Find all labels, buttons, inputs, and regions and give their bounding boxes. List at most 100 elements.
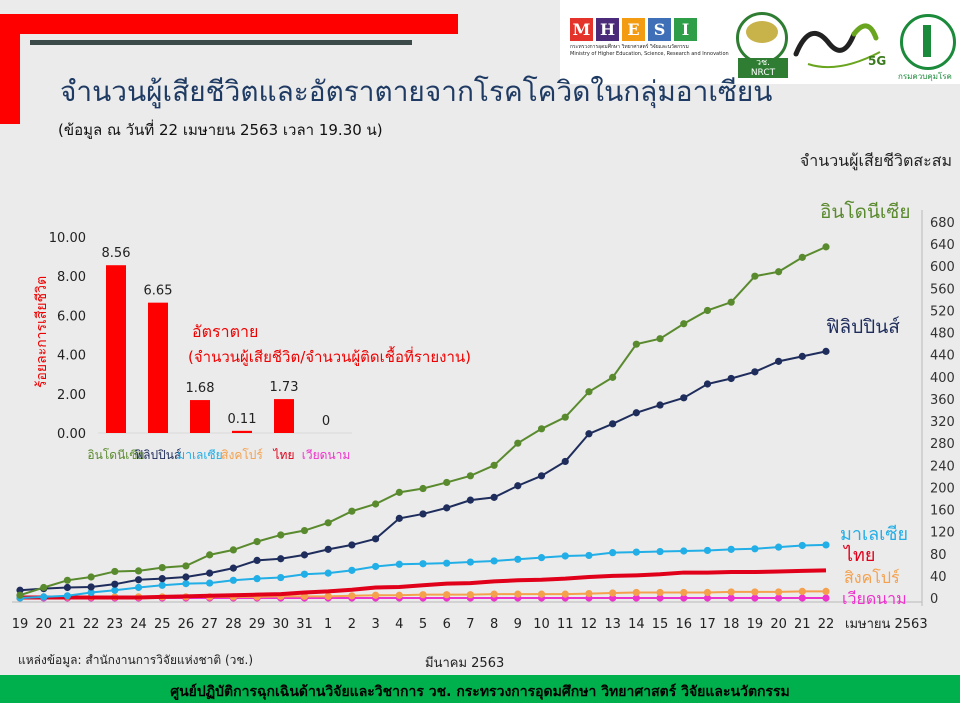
data-point-singapore	[419, 591, 427, 599]
data-point-malaysia	[40, 593, 48, 601]
series-line-indonesia	[19, 245, 827, 597]
data-point-philippines	[16, 586, 24, 594]
line-chart-x-tick-label: 18	[723, 617, 740, 632]
line-chart-x-tick-label: 19	[747, 617, 764, 632]
data-point-indonesia	[680, 320, 688, 328]
page-title: จำนวนผู้เสียชีวิตและอัตราตายจากโรคโควิดใ…	[60, 75, 773, 108]
data-point-singapore	[514, 590, 522, 598]
mhesi-letter-s: S	[648, 18, 671, 41]
line-chart-x-tick-label: 11	[557, 617, 574, 632]
line-chart-y-tick-label: 120	[930, 526, 955, 541]
line-chart-x-tick-label: 10	[533, 617, 550, 632]
data-point-malaysia	[774, 543, 783, 551]
data-point-malaysia	[158, 581, 166, 589]
data-point-philippines	[111, 580, 119, 588]
data-point-indonesia	[703, 306, 712, 315]
line-chart-x-tick-label: 28	[225, 617, 242, 632]
bar-value-label: 0.11	[228, 412, 257, 427]
line-chart-y-tick-label: 80	[930, 548, 947, 563]
line-chart-x-tick-label: 26	[178, 617, 195, 632]
data-point-singapore	[751, 588, 759, 596]
data-point-malaysia	[727, 545, 735, 553]
data-point-malaysia	[490, 557, 498, 565]
data-point-indonesia	[63, 576, 72, 584]
header-red-bar	[0, 14, 458, 34]
nrct-seal-icon	[736, 12, 788, 64]
series-line-philippines	[19, 350, 827, 592]
line-chart-x-tick-label: 1	[324, 617, 332, 632]
line-chart-y-tick-label: 640	[930, 238, 955, 253]
mhesi-english-name: Ministry of Higher Education, Science, R…	[570, 51, 729, 57]
data-point-philippines	[656, 401, 664, 409]
data-point-vietnam	[798, 594, 806, 602]
line-chart-x-tick-label: 15	[652, 617, 669, 632]
bar-category-label: ไทย	[273, 448, 295, 462]
data-point-philippines	[798, 352, 806, 360]
data-point-indonesia	[751, 272, 759, 280]
line-chart-x-tick-label: 21	[794, 617, 811, 632]
data-point-philippines	[277, 555, 285, 563]
line-chart-x-tick-label: 5	[419, 617, 427, 632]
data-point-indonesia	[419, 484, 427, 493]
line-chart-x-tick-label: 20	[770, 617, 787, 632]
bar-indonesia	[106, 265, 126, 433]
data-point-singapore	[632, 588, 640, 597]
data-point-vietnam	[774, 594, 783, 602]
bar-category-label: สิงคโปร์	[221, 448, 263, 462]
line-chart-y-tick-label: 280	[930, 437, 955, 452]
data-point-vietnam	[680, 594, 688, 602]
bar-value-label: 1.73	[270, 380, 299, 395]
data-point-philippines	[514, 482, 522, 490]
data-point-singapore	[395, 591, 403, 599]
data-point-philippines	[63, 583, 72, 592]
legend-label-philippines: ฟิลิปปินส์	[826, 316, 900, 338]
data-point-philippines	[632, 409, 640, 417]
data-point-vietnam	[751, 594, 759, 602]
anniversary-logo-icon	[793, 23, 881, 69]
data-point-philippines	[182, 573, 190, 581]
header-gray-rule	[30, 40, 412, 45]
data-point-philippines	[87, 583, 95, 591]
legend-label-malaysia: มาเลเซีย	[840, 524, 908, 545]
data-point-indonesia	[182, 562, 190, 570]
line-chart-y-tick-label: 0	[930, 592, 938, 607]
line-chart-x-tick-label: 17	[699, 617, 716, 632]
data-point-philippines	[253, 556, 261, 565]
data-point-philippines	[324, 545, 332, 553]
line-chart-y-tick-label: 440	[930, 349, 955, 364]
line-chart-y-axis-title: จำนวนผู้เสียชีวิตสะสม	[800, 151, 952, 171]
data-point-vietnam	[656, 594, 664, 602]
data-point-malaysia	[253, 575, 261, 583]
line-chart-x-tick-label: 9	[514, 617, 522, 632]
data-point-vietnam	[727, 594, 735, 602]
line-chart-y-tick-label: 600	[930, 260, 955, 275]
footer-bar	[0, 675, 960, 703]
mhesi-letter-i: I	[674, 18, 697, 41]
data-point-malaysia	[87, 588, 95, 597]
data-point-indonesia	[727, 298, 735, 306]
nrct-emblem-icon	[746, 21, 778, 43]
bar-value-label: 6.65	[144, 284, 173, 299]
data-point-indonesia	[87, 573, 95, 581]
data-point-singapore	[727, 588, 735, 596]
data-point-indonesia	[656, 335, 664, 343]
line-chart-x-tick-label: 30	[272, 617, 289, 632]
line-chart-y-tick-label: 200	[930, 481, 955, 496]
data-point-singapore	[774, 588, 783, 596]
line-chart-x-tick-label: 31	[296, 617, 313, 632]
data-point-indonesia	[277, 531, 285, 539]
line-chart-y-tick-label: 160	[930, 504, 955, 519]
nrct-label: NRCT	[750, 68, 776, 78]
data-point-philippines	[585, 430, 593, 438]
line-chart-x-tick-label: 20	[35, 617, 52, 632]
bar-chart-y-tick-label: 4.00	[57, 349, 86, 364]
nrct-label-box: วช. NRCT	[738, 58, 788, 78]
data-point-vietnam	[822, 594, 830, 602]
data-point-indonesia	[229, 546, 237, 554]
line-chart-x-tick-label: 19	[12, 617, 29, 632]
legend-label-singapore: สิงคโปร์	[844, 568, 900, 587]
data-point-philippines	[609, 420, 617, 428]
bar-chart-title: อัตราตาย	[192, 322, 258, 341]
data-point-philippines	[727, 374, 735, 383]
line-chart-x-tick-label: 8	[490, 617, 498, 632]
